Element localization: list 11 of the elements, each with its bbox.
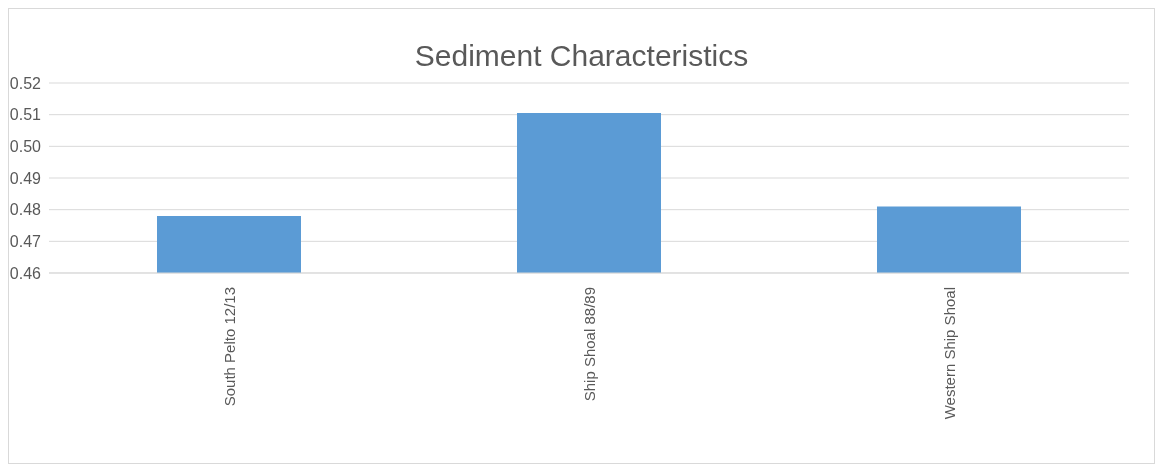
y-tick-label: 0.52: [9, 74, 42, 92]
y-tick-label: 0.51: [9, 106, 42, 124]
x-tick-label: Western Ship Shoal: [940, 287, 958, 420]
y-tick-label: 0.48: [9, 201, 42, 219]
y-tick-label: 0.46: [9, 264, 42, 282]
x-tick-label: Ship Shoal 88/89: [580, 287, 598, 402]
y-tick-label: 0.47: [9, 233, 42, 251]
chart-title: Sediment Characteristics: [413, 39, 750, 73]
x-tick-label: South Pelto 12/13: [220, 287, 238, 407]
y-tick-label: 0.49: [9, 169, 42, 187]
y-tick-label: 0.50: [9, 138, 42, 156]
